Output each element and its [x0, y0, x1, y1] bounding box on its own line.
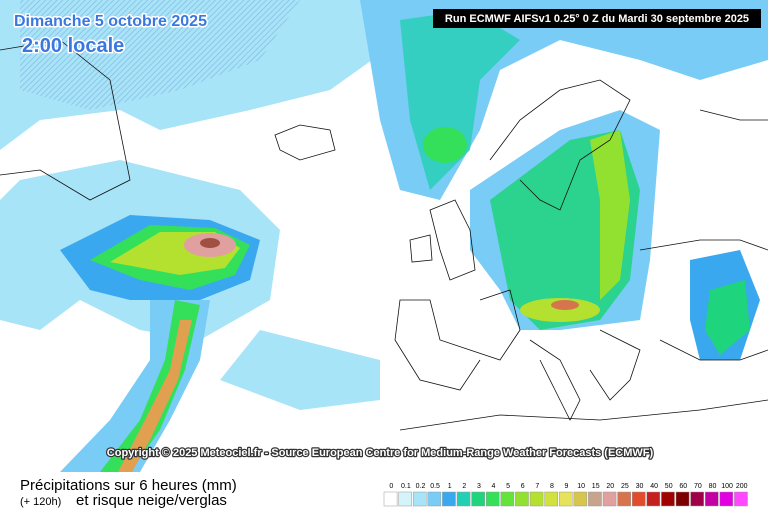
- legend-label: 20: [606, 483, 614, 490]
- legend-label: 2: [462, 483, 466, 490]
- legend-swatch: [704, 491, 719, 507]
- coastlines: [0, 39, 768, 431]
- legend-label: 8: [550, 483, 554, 490]
- legend-label: 7: [535, 483, 539, 490]
- legend-swatch: [588, 491, 602, 507]
- legend-swatch: [558, 491, 573, 507]
- legend-label: 9: [565, 483, 569, 490]
- legend-label: 50: [665, 483, 673, 490]
- legend-swatch: [661, 491, 675, 507]
- legend-label: 4: [492, 483, 496, 490]
- legend-swatch: [383, 491, 398, 507]
- legend-swatch: [398, 491, 412, 507]
- legend-swatch: [485, 491, 500, 507]
- legend-label: 60: [679, 483, 687, 490]
- copyright: Copyright © 2025 Meteociel.fr - Source E…: [107, 447, 654, 459]
- legend-label: 5: [506, 483, 510, 490]
- legend-swatch: [442, 491, 456, 507]
- legend-label: 6: [521, 483, 525, 490]
- legend-swatch: [734, 491, 748, 507]
- legend-swatch: [719, 491, 734, 507]
- legend-lead: (+ 120h): [20, 496, 61, 508]
- legend-label: 200: [736, 483, 748, 490]
- legend-swatch: [602, 491, 617, 507]
- legend-scale: 0 0.1 0.2 0.5 1 2 3 4 5 6 7 8 9 10 15 20 25 30 40 50 60 70 80 1…: [383, 483, 748, 507]
- legend-swatch: [427, 491, 442, 507]
- legend-swatch: [646, 491, 661, 507]
- legend-label: 1: [448, 483, 452, 490]
- time-label: 2:00 locale: [22, 35, 124, 57]
- legend-swatch: [500, 491, 515, 507]
- precip-field: [0, 0, 768, 472]
- legend-label: 0.5: [430, 483, 440, 490]
- legend-label: 80: [709, 483, 717, 490]
- legend-label: 25: [621, 483, 629, 490]
- legend-title: Précipitations sur 6 heures (mm): [20, 477, 237, 494]
- run-label: Run ECMWF AIFSv1 0.25° 0 Z du Mardi 30 s…: [445, 13, 749, 25]
- legend-swatch: [529, 491, 544, 507]
- legend-label: 30: [636, 483, 644, 490]
- legend-swatch: [690, 491, 704, 507]
- legend-label: 15: [592, 483, 600, 490]
- legend-label: 0.1: [401, 483, 411, 490]
- legend-swatch: [573, 491, 588, 507]
- legend-swatch: [617, 491, 631, 507]
- legend-swatch: [675, 491, 690, 507]
- legend-swatch: [456, 491, 471, 507]
- legend-swatch: [515, 491, 529, 507]
- legend-label: 0: [389, 483, 393, 490]
- run-box: [433, 9, 761, 28]
- date-label: Dimanche 5 octobre 2025: [14, 13, 207, 30]
- legend-label: 0.2: [416, 483, 426, 490]
- legend-subtitle: et risque neige/verglas: [76, 492, 227, 509]
- legend-swatch: [412, 491, 427, 507]
- legend-label: 40: [650, 483, 658, 490]
- legend-label: 100: [721, 483, 733, 490]
- legend-swatch: [544, 491, 558, 507]
- legend-label: 70: [694, 483, 702, 490]
- legend-label: 10: [577, 483, 585, 490]
- legend-label: 3: [477, 483, 481, 490]
- legend-swatch: [631, 491, 646, 507]
- legend-swatch: [471, 491, 485, 507]
